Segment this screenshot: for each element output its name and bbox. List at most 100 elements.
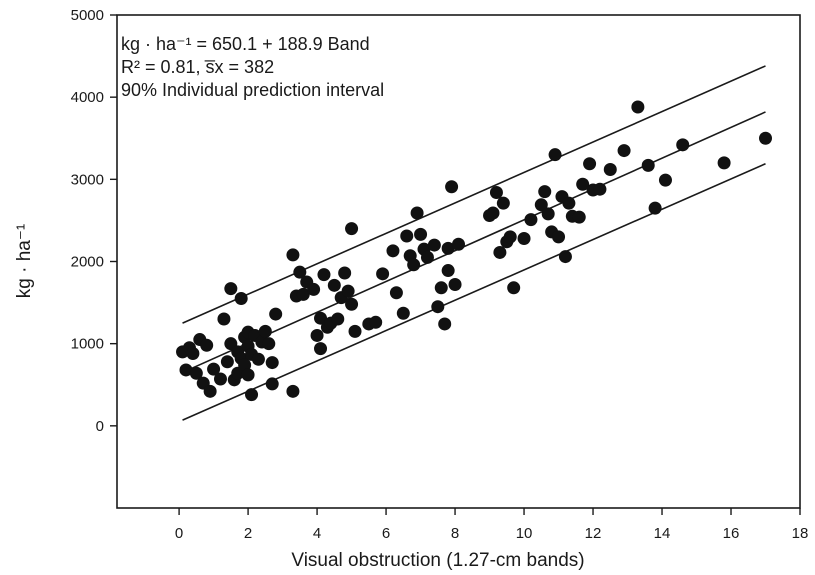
data-point	[576, 177, 590, 191]
data-point	[541, 207, 555, 221]
data-point	[558, 250, 572, 264]
data-point	[420, 250, 434, 264]
data-point	[179, 363, 193, 377]
data-point	[293, 265, 307, 279]
data-point	[676, 138, 690, 152]
data-point	[400, 229, 414, 243]
data-point	[441, 264, 455, 278]
data-point	[438, 317, 452, 331]
x-tick-label: 8	[451, 525, 459, 542]
data-point	[441, 241, 455, 255]
data-point	[224, 282, 238, 296]
x-tick-label: 2	[244, 525, 252, 542]
data-point	[414, 227, 428, 241]
data-point	[341, 284, 355, 298]
data-point	[493, 245, 507, 259]
data-point	[448, 278, 462, 292]
data-point	[317, 268, 331, 282]
data-point	[314, 311, 328, 325]
x-tick-label: 18	[792, 525, 809, 542]
data-point	[593, 182, 607, 196]
data-point	[245, 388, 259, 402]
data-point	[538, 185, 552, 199]
data-point	[217, 312, 231, 326]
data-point	[524, 213, 538, 227]
data-point	[717, 156, 731, 170]
data-point	[641, 158, 655, 172]
data-point	[572, 210, 586, 224]
data-point	[265, 377, 279, 391]
data-point	[200, 338, 214, 352]
data-point	[234, 291, 248, 305]
data-point	[407, 258, 421, 272]
data-point	[307, 282, 321, 296]
data-point	[583, 157, 597, 171]
data-point	[251, 352, 265, 366]
regression-equation: kg · ha⁻¹ = 650.1 + 188.9 Band	[121, 34, 370, 54]
y-tick-label: 3000	[71, 171, 104, 188]
x-tick-label: 4	[313, 525, 321, 542]
data-point	[562, 196, 576, 210]
data-point	[431, 300, 445, 314]
data-point	[331, 312, 345, 326]
data-point	[327, 278, 341, 292]
data-point	[238, 358, 252, 372]
y-tick-label: 5000	[71, 7, 104, 24]
data-point	[534, 198, 548, 212]
data-point	[445, 180, 459, 194]
y-tick-label: 4000	[71, 89, 104, 106]
data-point	[186, 347, 200, 361]
x-tick-label: 12	[585, 525, 602, 542]
x-tick-label: 0	[175, 525, 183, 542]
data-point	[189, 366, 203, 380]
data-point	[389, 286, 403, 300]
x-tick-label: 6	[382, 525, 390, 542]
x-tick-label: 14	[654, 525, 671, 542]
x-tick-label: 16	[723, 525, 740, 542]
data-point	[396, 306, 410, 320]
r-squared-label: R² = 0.81, s̅x = 382	[121, 57, 274, 77]
regression-line	[182, 111, 766, 374]
data-point	[503, 230, 517, 244]
data-point	[427, 238, 441, 252]
data-point	[631, 100, 645, 114]
data-point	[345, 222, 359, 236]
prediction-lines	[182, 65, 766, 421]
data-points	[176, 100, 773, 402]
data-point	[548, 148, 562, 162]
data-point	[241, 368, 255, 382]
data-point	[258, 324, 272, 338]
data-point	[220, 355, 234, 369]
data-point	[452, 237, 465, 251]
annotation-block: kg · ha⁻¹ = 650.1 + 188.9 Band R² = 0.81…	[121, 34, 384, 100]
data-point	[759, 131, 773, 145]
y-tick-label: 0	[96, 418, 104, 435]
lower-prediction-line	[182, 162, 766, 421]
y-axis-title: kg · ha⁻¹	[14, 224, 35, 298]
y-tick-label: 2000	[71, 254, 104, 271]
data-point	[348, 324, 362, 338]
data-point	[658, 173, 672, 187]
data-point	[486, 206, 500, 220]
data-point	[376, 267, 390, 281]
data-point	[603, 162, 617, 176]
data-point	[507, 281, 521, 295]
data-point	[552, 230, 566, 244]
data-point	[262, 337, 276, 351]
data-point	[213, 372, 227, 386]
prediction-interval-label: 90% Individual prediction interval	[121, 80, 384, 100]
data-point	[286, 384, 300, 398]
x-axis-ticks: 0 2 4 6 8 10 12 14 16 18	[175, 508, 808, 542]
x-axis-title: Visual obstruction (1.27-cm bands)	[291, 550, 584, 571]
upper-prediction-line	[182, 65, 766, 324]
data-point	[338, 266, 352, 280]
x-tick-label: 10	[516, 525, 533, 542]
data-point	[207, 362, 221, 376]
data-point	[648, 201, 662, 215]
data-point	[617, 144, 631, 158]
data-point	[386, 244, 400, 258]
y-tick-label: 1000	[71, 336, 104, 353]
y-axis-ticks: 0 1000 2000 3000 4000 5000	[71, 7, 117, 435]
data-point	[410, 206, 424, 220]
